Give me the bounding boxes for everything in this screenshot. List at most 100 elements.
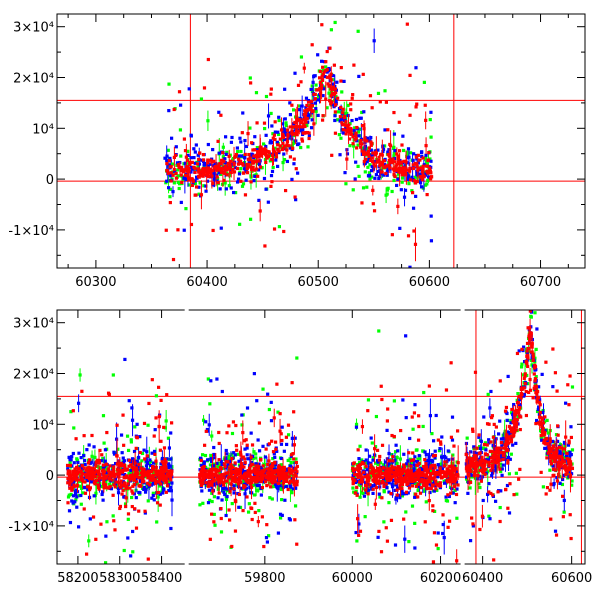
data-point (103, 459, 107, 463)
data-point (221, 476, 225, 480)
data-point (387, 451, 391, 456)
data-point (267, 442, 271, 446)
data-point (205, 473, 210, 477)
data-point (164, 467, 168, 472)
data-point (329, 94, 333, 98)
data-point (235, 478, 239, 482)
data-point (204, 481, 208, 485)
data-point (226, 471, 230, 475)
data-point (509, 452, 513, 456)
data-point (66, 469, 70, 473)
data-point (262, 544, 266, 549)
data-point (386, 474, 390, 478)
data-point (193, 193, 197, 197)
data-point (233, 154, 238, 159)
data-point (419, 175, 423, 179)
data-point (77, 467, 81, 471)
data-point (99, 476, 103, 480)
data-point (79, 502, 83, 506)
data-point (393, 466, 397, 470)
data-point (210, 499, 214, 504)
data-point (402, 465, 407, 469)
data-point (70, 455, 74, 459)
data-point (176, 163, 180, 167)
data-point (239, 167, 243, 171)
data-point (300, 137, 304, 141)
data-point (551, 483, 556, 487)
data-point (333, 131, 338, 135)
data-point (204, 420, 208, 424)
data-point (146, 481, 150, 485)
data-point (247, 152, 251, 157)
data-point (257, 462, 261, 466)
data-point (415, 179, 419, 184)
data-point (394, 443, 398, 447)
data-point (228, 173, 232, 177)
data-point (71, 477, 75, 481)
data-point (415, 460, 420, 464)
data-point (414, 194, 418, 198)
data-point (396, 449, 400, 453)
data-point (115, 480, 119, 484)
data-point (193, 170, 197, 174)
data-point (410, 504, 415, 508)
data-point (378, 163, 382, 167)
data-point (436, 463, 440, 467)
data-point (255, 470, 259, 474)
data-point (243, 492, 247, 496)
data-point (316, 113, 320, 117)
data-point (529, 315, 533, 319)
data-point (169, 469, 173, 473)
data-point (211, 228, 215, 233)
data-point (170, 421, 174, 425)
data-point (269, 184, 273, 188)
data-point (431, 469, 436, 473)
data-point (390, 158, 395, 162)
data-point (487, 441, 491, 445)
data-point (468, 539, 473, 543)
data-point (271, 165, 275, 170)
data-point (429, 476, 434, 480)
data-point (264, 480, 268, 484)
data-point (295, 542, 299, 546)
data-point (292, 476, 296, 481)
data-point (268, 466, 273, 470)
data-point (179, 200, 183, 205)
data-point (69, 480, 73, 484)
data-point (244, 438, 248, 442)
data-point (292, 157, 296, 161)
data-point (262, 470, 266, 474)
data-point (385, 188, 390, 192)
data-point (264, 187, 268, 191)
data-point (321, 94, 325, 98)
data-point (385, 428, 389, 432)
data-point (424, 500, 428, 504)
data-point (429, 175, 434, 179)
data-point (355, 493, 359, 497)
data-point (220, 158, 224, 162)
data-point (217, 171, 221, 175)
data-point (141, 470, 146, 474)
data-point (151, 493, 155, 498)
data-point (101, 465, 105, 469)
data-point (244, 144, 249, 149)
data-point (164, 228, 168, 232)
data-point (72, 480, 76, 484)
data-point (499, 456, 504, 460)
data-point (334, 91, 338, 95)
y-tick-label: -1×10⁴ (8, 224, 54, 239)
data-point (142, 421, 147, 426)
data-point (253, 174, 257, 178)
data-point (366, 398, 371, 402)
data-point (233, 529, 238, 533)
data-point (273, 120, 277, 124)
data-point (81, 491, 86, 495)
data-point (449, 435, 454, 439)
data-point (265, 483, 269, 488)
data-point (304, 120, 308, 124)
data-point (307, 131, 311, 135)
data-point (94, 479, 98, 483)
data-point (349, 132, 354, 136)
data-point (196, 153, 200, 157)
data-point (228, 474, 232, 479)
